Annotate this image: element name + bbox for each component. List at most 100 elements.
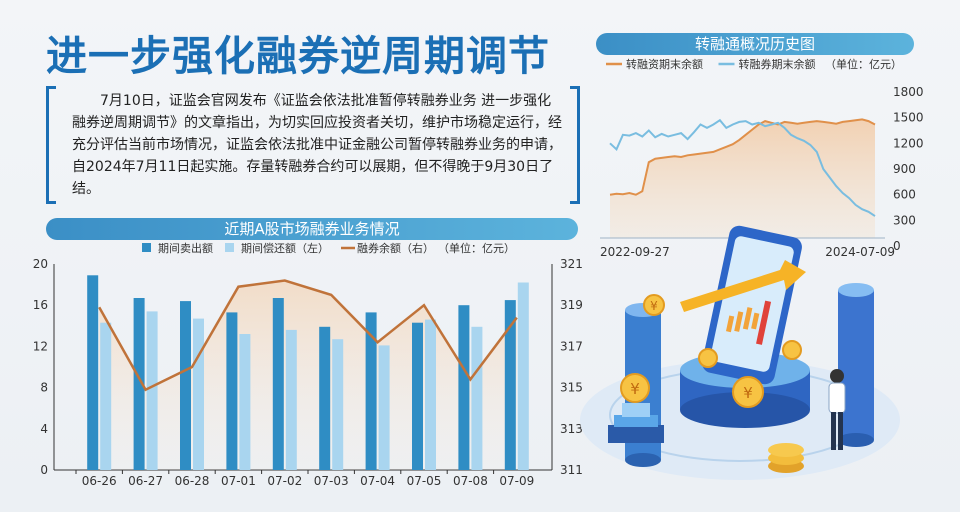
bar-y-right-tick: 313 <box>560 422 583 436</box>
coin-icon <box>782 340 802 360</box>
history-y-tick: 300 <box>893 213 916 227</box>
device-icon <box>608 403 664 443</box>
history-y-tick: 1200 <box>893 136 924 150</box>
left-bracket <box>46 86 56 204</box>
bar-sell <box>504 300 516 470</box>
bar-y-right-tick: 317 <box>560 339 583 353</box>
person-icon <box>828 369 846 450</box>
bar-x-tick: 06-28 <box>175 474 210 488</box>
history-x-tick: 2022-09-27 <box>600 245 670 259</box>
bar-legend: 期间卖出额 期间偿还额（左） 融券余额（右） （单位：亿元） <box>142 241 515 255</box>
bar-sell <box>180 301 191 470</box>
bar-sell <box>226 312 238 470</box>
bar-y-left-tick: 20 <box>33 257 48 271</box>
history-legend-label: 转融资期末余额 <box>626 57 703 71</box>
intro-text: 7月10日，证监会官网发布《证监会依法批准暂停转融券业务 进一步强化融券逆周期调… <box>72 93 562 197</box>
history-unit-note: （单位：亿元） <box>825 57 902 71</box>
bar-y-left-tick: 16 <box>33 298 48 312</box>
bar-x-tick: 07-09 <box>499 474 534 488</box>
history-legend: 转融资期末余额 转融券期末余额 （单位：亿元） <box>606 57 902 71</box>
balance-line <box>98 279 518 392</box>
bar-legend-label: 融券余额（右） <box>357 241 434 255</box>
bar-x-tick: 07-02 <box>267 474 302 488</box>
bar-repay <box>193 318 204 470</box>
svg-text:¥: ¥ <box>630 380 640 398</box>
history-y-tick: 0 <box>893 239 901 253</box>
bar-area-fill <box>99 280 517 470</box>
svg-text:¥: ¥ <box>743 384 753 402</box>
bar-x-tick: 07-05 <box>407 474 442 488</box>
bar-x-tick: 07-04 <box>360 474 395 488</box>
right-pillar-bottom <box>838 433 874 447</box>
history-y-tick: 900 <box>893 162 916 176</box>
right-pillar <box>838 290 874 440</box>
headline: 进一步强化融券逆周期调节 <box>46 32 550 80</box>
balance-area-fill <box>99 280 517 470</box>
bar-repay <box>285 329 297 470</box>
bar-repay <box>425 319 436 470</box>
history-x-tick: 2024-07-09 <box>825 245 895 259</box>
coin-icon <box>698 348 718 368</box>
right-pillar-top <box>838 283 874 297</box>
coin-icon <box>643 294 665 316</box>
bar-y-right-tick: 321 <box>560 257 583 271</box>
history-y-tick: 1500 <box>893 111 924 125</box>
bar-y-right-tick: 315 <box>560 381 583 395</box>
bar-repay <box>239 334 251 470</box>
svg-text:¥: ¥ <box>650 299 658 313</box>
bar-legend-swatch <box>225 243 234 252</box>
bar-x-tick: 07-03 <box>314 474 349 488</box>
coin-stack-icon <box>768 443 804 473</box>
bar-repay <box>517 282 529 470</box>
bar-x-tick: 06-27 <box>128 474 163 488</box>
bar-repay <box>332 339 344 470</box>
bar-y-right-tick: 311 <box>560 463 583 477</box>
bar-legend-label: 期间偿还额（左） <box>241 241 329 255</box>
bar-sell <box>272 298 284 470</box>
bar-sell <box>365 312 377 470</box>
bar-sell <box>133 298 145 470</box>
bar-x-tick: 07-01 <box>221 474 256 488</box>
coin-icon <box>732 376 764 408</box>
history-area-fill <box>610 119 875 238</box>
bar-x-tick: 06-26 <box>82 474 117 488</box>
history-y-tick: 1800 <box>893 85 924 99</box>
phone-screen <box>710 236 794 372</box>
balance-line-path <box>98 279 518 392</box>
history-plot-area <box>609 118 876 238</box>
bar-repay <box>378 345 390 470</box>
bar-repay <box>100 322 112 470</box>
bar-chart-title: 近期A股市场融券业务情况 <box>46 218 578 240</box>
bar-y-left-tick: 4 <box>40 422 48 436</box>
bar-y-left-tick: 12 <box>33 339 48 353</box>
phone-candlesticks <box>725 300 772 345</box>
bar-y-right-tick: 319 <box>560 298 583 312</box>
bar-sell <box>319 326 331 470</box>
finance-illustration: ¥ ¥ ¥ <box>580 225 900 480</box>
bar-legend-label: 期间卖出额 <box>158 241 213 255</box>
bar-x-tick: 07-08 <box>453 474 488 488</box>
history-series-line <box>609 118 876 196</box>
intro-box: 7月10日，证监会官网发布《证监会依法批准暂停转融券业务 进一步强化融券逆周期调… <box>46 86 580 204</box>
bar-bars <box>87 275 529 470</box>
history-y-tick: 600 <box>893 188 916 202</box>
bar-y-left-tick: 0 <box>40 463 48 477</box>
rising-arrow <box>680 260 806 312</box>
bar-sell <box>87 275 99 470</box>
bar-unit-note: （单位：亿元） <box>438 241 515 255</box>
bar-legend-swatch <box>142 243 151 252</box>
left-pillar-bottom <box>625 453 661 467</box>
bar-sell <box>412 322 423 470</box>
right-bracket <box>570 86 580 204</box>
bar-repay <box>471 326 483 470</box>
history-legend-label: 转融券期末余额 <box>739 57 816 71</box>
stage-bottom <box>680 392 810 428</box>
history-chart-title: 转融通概况历史图 <box>596 33 914 55</box>
coin-icon <box>620 373 650 403</box>
history-series-line <box>609 118 876 217</box>
bar-y-left-tick: 8 <box>40 381 48 395</box>
bar-sell <box>458 305 470 470</box>
bar-repay <box>146 311 158 470</box>
